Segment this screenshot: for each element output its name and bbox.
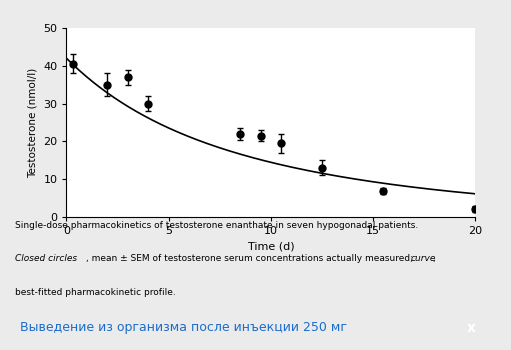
- Text: best-fitted pharmacokinetic profile.: best-fitted pharmacokinetic profile.: [15, 288, 176, 297]
- Text: , mean ± SEM of testosterone serum concentrations actually measured;: , mean ± SEM of testosterone serum conce…: [86, 254, 416, 263]
- Text: Выведение из организма после инъекции 250 мг: Выведение из организма после инъекции 25…: [20, 321, 347, 334]
- X-axis label: Time (d): Time (d): [247, 241, 294, 252]
- Text: ,: ,: [432, 254, 435, 263]
- Text: Closed circles: Closed circles: [15, 254, 78, 263]
- Text: curve: curve: [410, 254, 435, 263]
- Y-axis label: Testosterone (nmol/l): Testosterone (nmol/l): [28, 67, 38, 178]
- Text: Single-dose pharmacokinetics of testosterone enanthate in seven hypogonadal pati: Single-dose pharmacokinetics of testoste…: [15, 220, 419, 230]
- Text: x: x: [467, 321, 476, 335]
